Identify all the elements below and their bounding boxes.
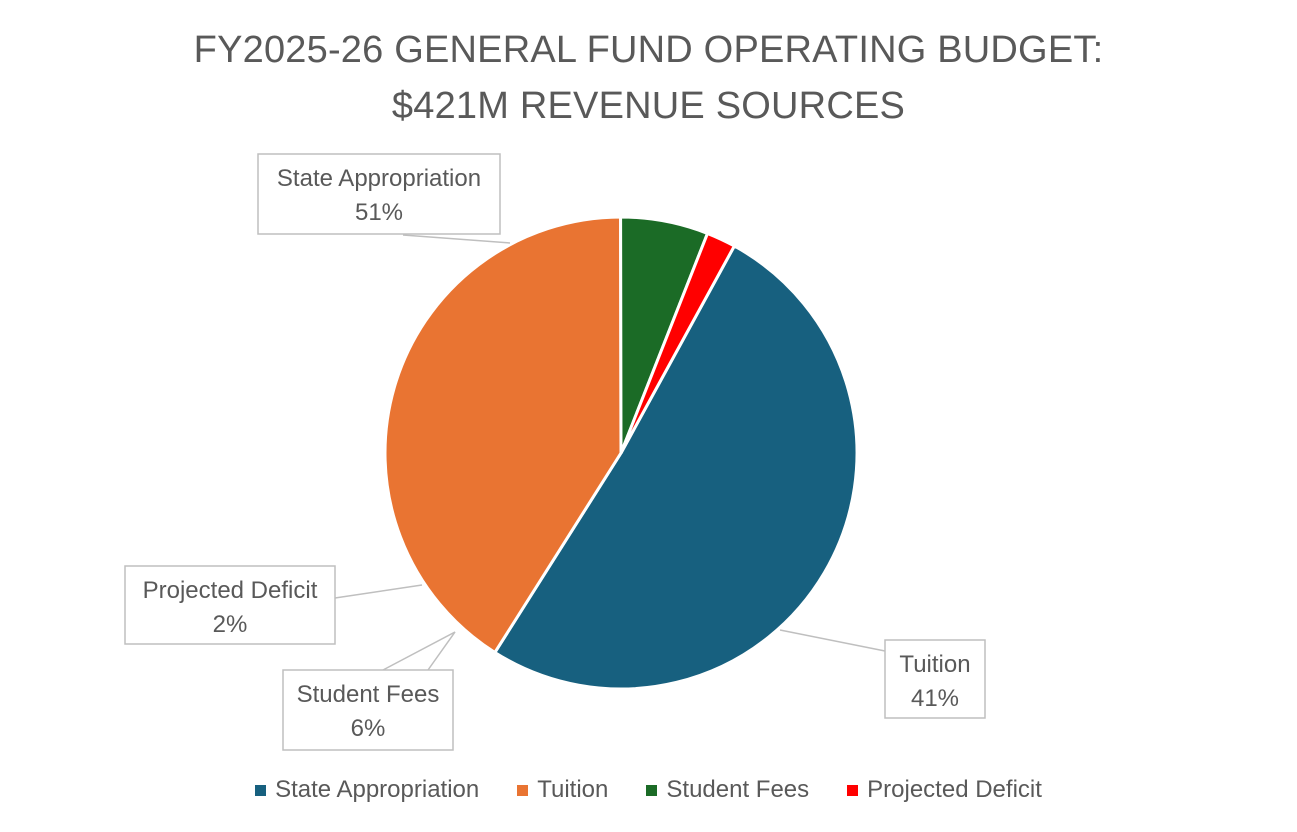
pie-slice-projected-deficit bbox=[619, 231, 736, 455]
legend-label-state-appropriation: State Appropriation bbox=[275, 776, 480, 803]
callout-box-tuition bbox=[884, 639, 986, 719]
data-label-value-student-fees: 6% bbox=[351, 715, 386, 742]
legend-swatch-projected-deficit bbox=[847, 784, 859, 796]
chart-title: FY2025-26 GENERAL FUND OPERATING BUDGET:… bbox=[0, 22, 1297, 134]
callout-box-student-fees bbox=[282, 669, 454, 751]
pie-chart: State Appropriation 51% Tuition 41% Student … bbox=[124, 153, 986, 751]
data-label-name-student-fees: Student Fees bbox=[297, 681, 440, 708]
legend-item-state-appropriation: State Appropriation bbox=[255, 776, 479, 804]
chart-title-line-2: $421M REVENUE SOURCES bbox=[391, 85, 906, 127]
legend-swatch-state-appropriation bbox=[255, 784, 267, 796]
data-label-name-state-appropriation: State Appropriation bbox=[277, 165, 481, 192]
leader-line-state-appropriation bbox=[402, 234, 511, 244]
legend-item-tuition: Tuition bbox=[517, 776, 608, 804]
legend-swatch-student-fees bbox=[646, 784, 658, 796]
legend-label-tuition: Tuition bbox=[537, 776, 609, 803]
data-label-name-projected-deficit: Projected Deficit bbox=[143, 577, 318, 604]
leader-line-student-fees bbox=[382, 631, 456, 671]
legend-item-student-fees: Student Fees bbox=[646, 776, 809, 804]
legend-item-projected-deficit: Projected Deficit bbox=[847, 776, 1042, 804]
data-label-value-state-appropriation: 51% bbox=[355, 199, 403, 226]
leader-line-tuition bbox=[779, 629, 886, 652]
data-callout-student-fees: Student Fees 6% bbox=[282, 631, 456, 751]
data-label-value-tuition: 41% bbox=[911, 685, 959, 712]
legend-swatch-tuition bbox=[517, 784, 529, 796]
pie-slice-state-appropriation bbox=[493, 244, 859, 691]
legend-label-projected-deficit: Projected Deficit bbox=[867, 776, 1042, 803]
data-callout-state-appropriation: State Appropriation 51% bbox=[257, 153, 511, 244]
callout-box-projected-deficit bbox=[124, 565, 336, 645]
legend-label-student-fees: Student Fees bbox=[666, 776, 810, 803]
callout-box-state-appropriation bbox=[257, 153, 501, 235]
data-label-name-tuition: Tuition bbox=[899, 651, 970, 678]
data-label-value-projected-deficit: 2% bbox=[213, 611, 248, 638]
data-callout-tuition: Tuition 41% bbox=[779, 629, 986, 719]
leader-line-projected-deficit bbox=[334, 584, 423, 599]
chart-title-line-1: FY2025-26 GENERAL FUND OPERATING BUDGET: bbox=[193, 29, 1104, 71]
data-callout-projected-deficit: Projected Deficit 2% bbox=[124, 565, 423, 645]
pie-slice-tuition bbox=[383, 215, 623, 654]
chart-legend: State Appropriation Tuition Student Fees Pr… bbox=[0, 776, 1297, 804]
